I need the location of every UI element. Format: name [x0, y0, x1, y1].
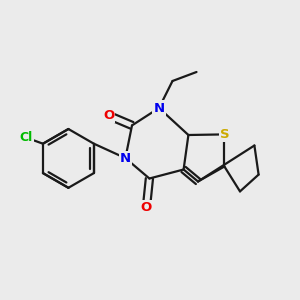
Text: O: O	[141, 201, 152, 214]
Text: N: N	[120, 152, 131, 165]
Text: Cl: Cl	[20, 131, 33, 144]
Text: S: S	[220, 128, 229, 141]
Text: O: O	[103, 109, 114, 122]
Text: N: N	[153, 101, 165, 115]
